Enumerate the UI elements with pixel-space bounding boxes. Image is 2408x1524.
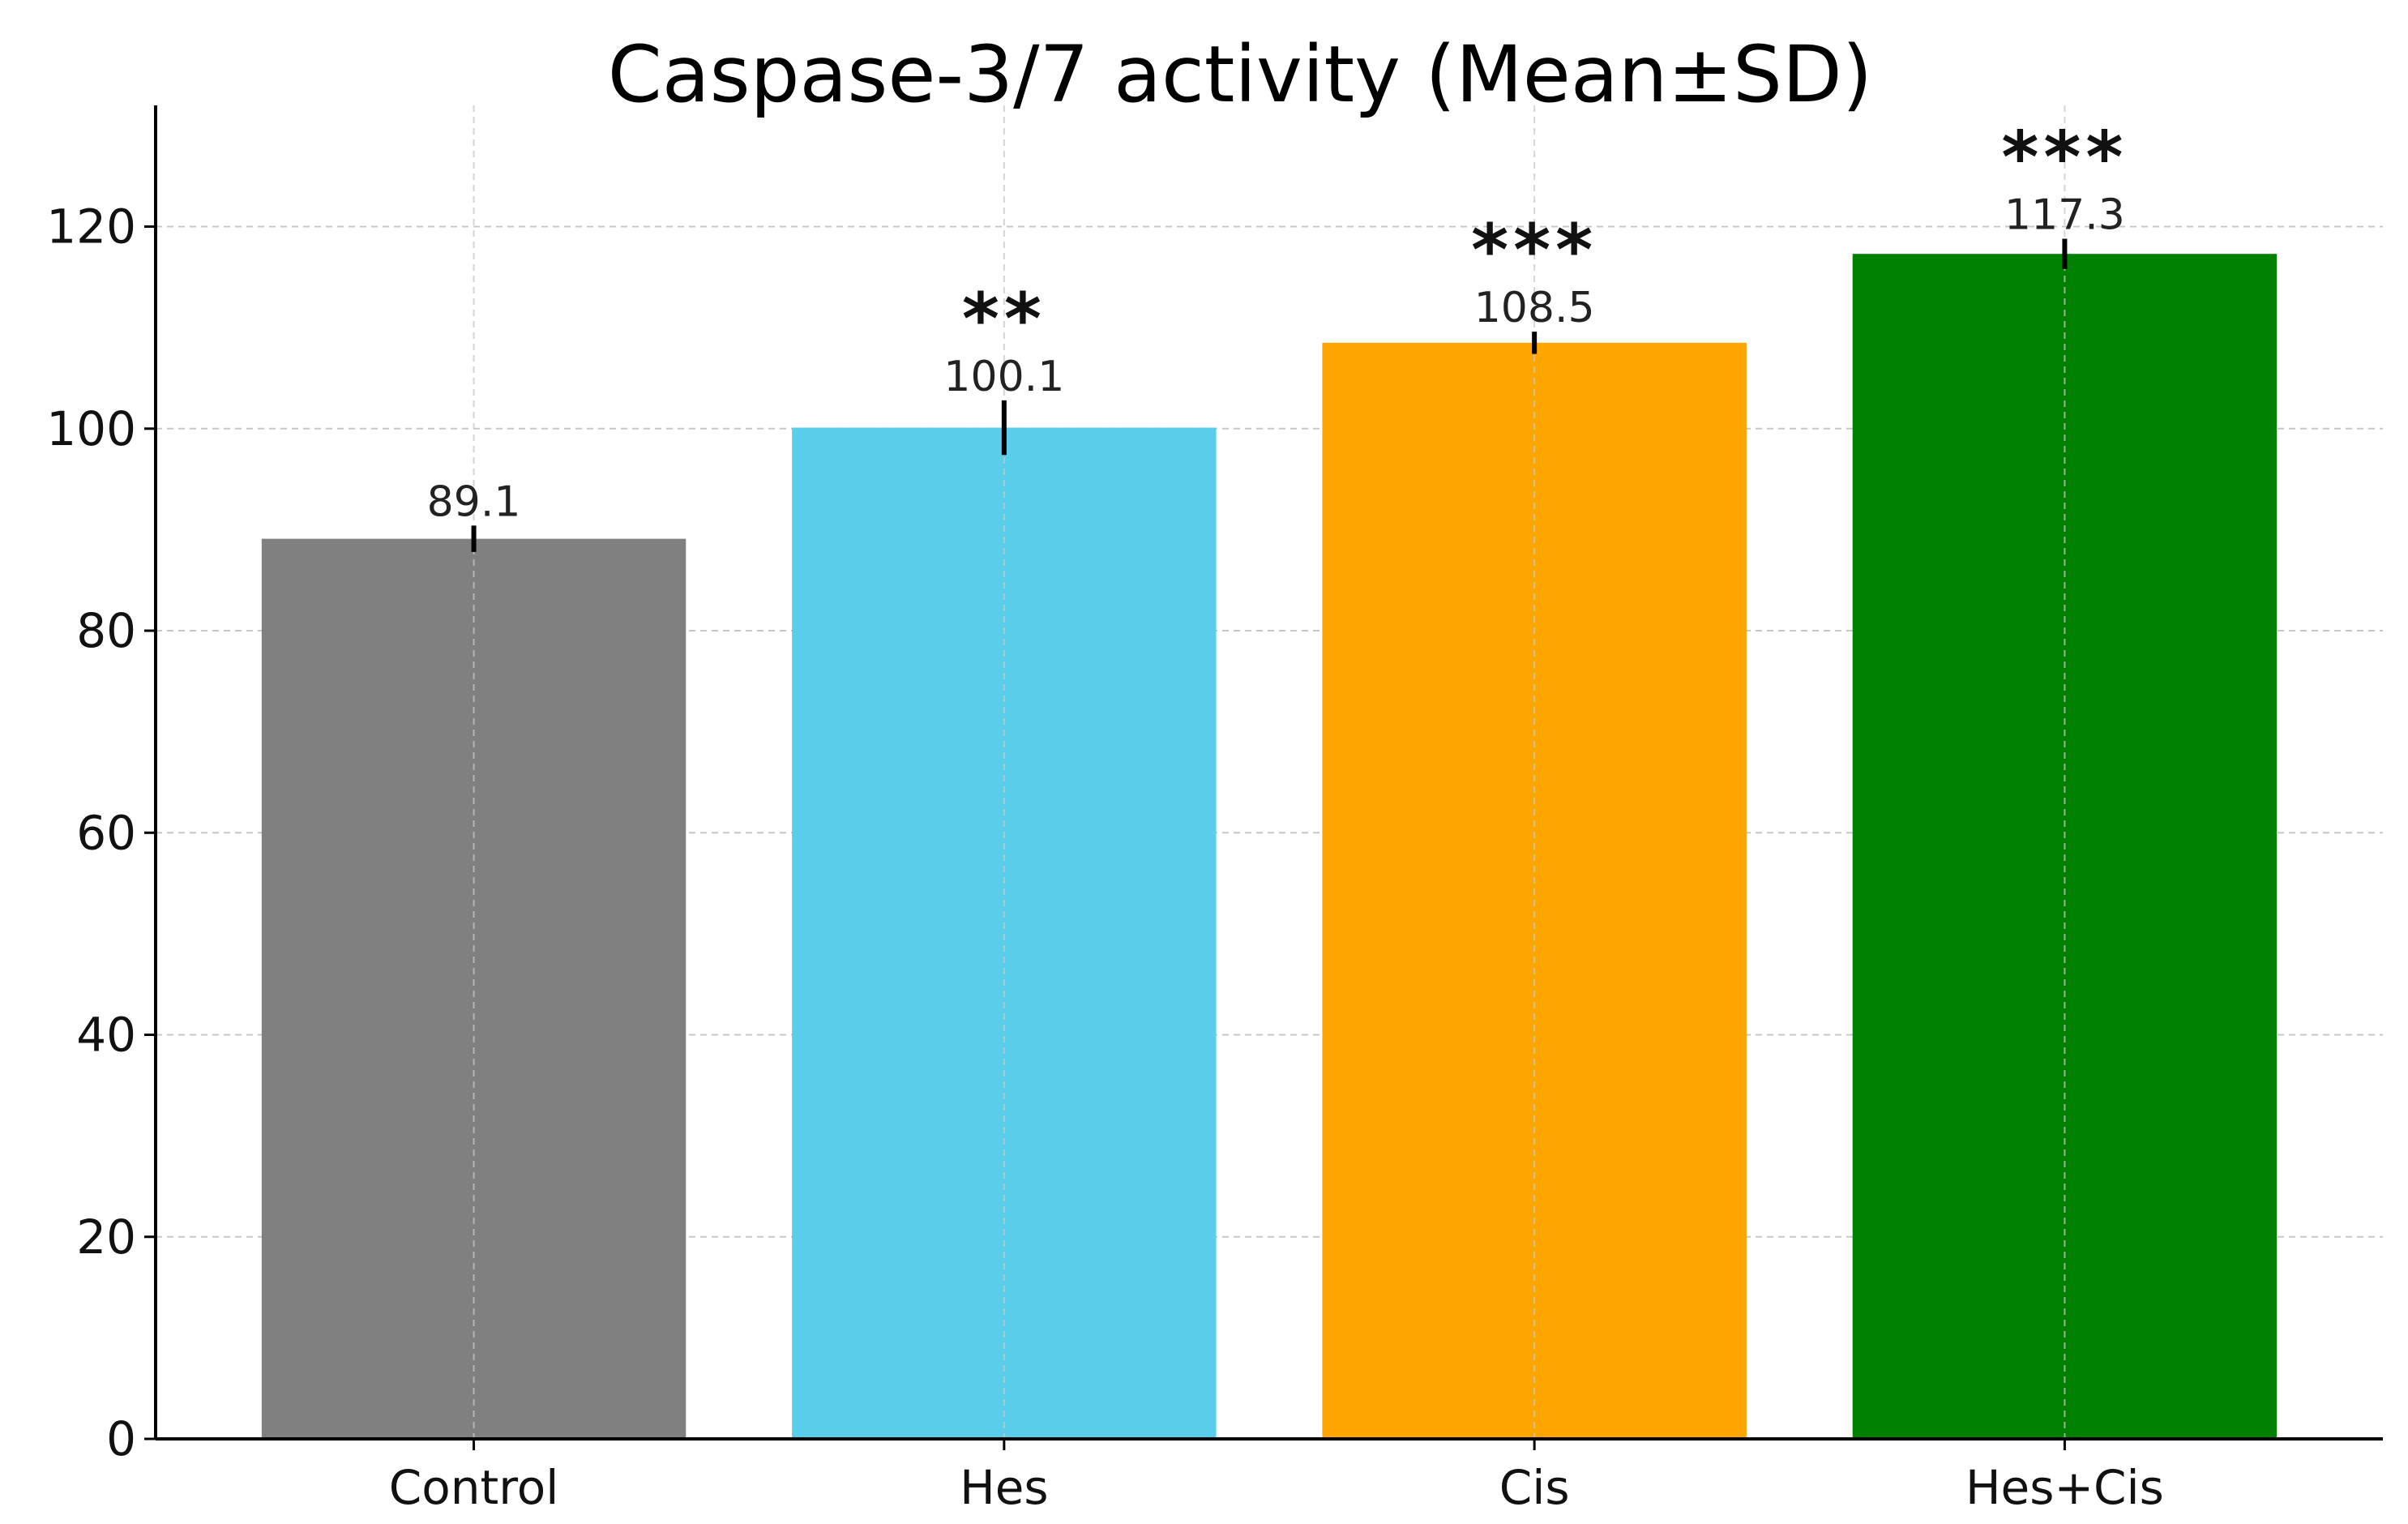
vertical-grid-lines: [473, 105, 2066, 1439]
significance-label: ***: [1471, 208, 1597, 292]
x-tick-label: Cis: [1499, 1460, 1570, 1515]
y-tick-label: 100: [46, 401, 136, 456]
axes: 0 20 40 60 80 100 120 Control Hes Cis Hes+Cis: [46, 105, 2383, 1515]
error-bars: [471, 238, 2068, 552]
value-label: 117.3: [2004, 191, 2125, 240]
x-tick-label: Hes: [960, 1460, 1049, 1515]
y-tick-label: 20: [76, 1209, 136, 1265]
y-tick-label: 0: [106, 1411, 136, 1466]
value-label: 89.1: [427, 477, 521, 526]
value-label: 108.5: [1474, 284, 1595, 332]
y-tick-label: 60: [76, 805, 136, 860]
y-tick-label: 120: [46, 199, 136, 255]
y-tick-label: 40: [76, 1008, 136, 1063]
significance-label: **: [962, 277, 1046, 361]
value-label: 100.1: [943, 353, 1064, 401]
y-tick-label: 80: [76, 603, 136, 658]
significance-label: ***: [2001, 116, 2128, 199]
x-tick-label: Hes+Cis: [1965, 1460, 2164, 1515]
bars: [261, 254, 2278, 1440]
chart-title: Caspase-3/7 activity (Mean±SD): [608, 29, 1873, 120]
x-tick-label: Control: [389, 1460, 559, 1515]
